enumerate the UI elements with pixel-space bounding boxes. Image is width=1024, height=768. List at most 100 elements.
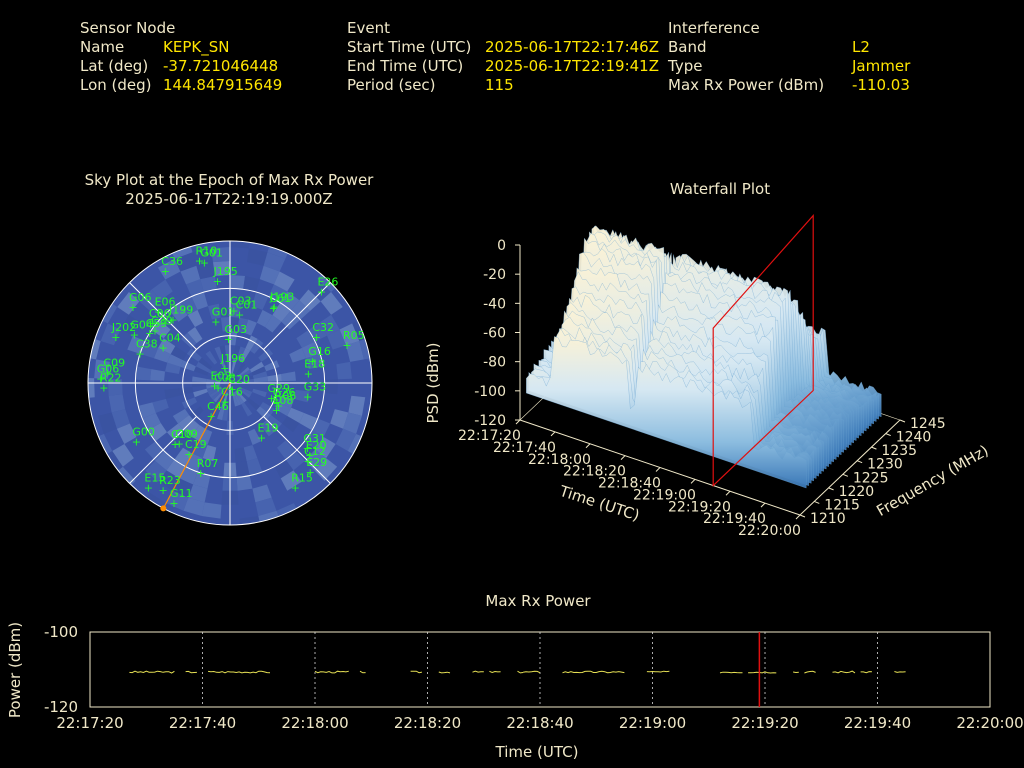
- sky-sector: [222, 476, 238, 491]
- satellite-marker: +: [206, 410, 215, 423]
- power-trace-segment: [129, 670, 175, 674]
- sky-sector: [192, 248, 214, 266]
- freq-tick-label: 1245: [910, 416, 946, 432]
- sky-sector: [281, 310, 300, 330]
- sky-sector: [153, 347, 171, 363]
- freq-tick-label: 1210: [810, 511, 846, 527]
- sky-sector: [296, 330, 315, 348]
- power-x-tick-label: 22:20:00: [956, 714, 1023, 732]
- sky-sector: [272, 303, 291, 322]
- waterfall-strip: [548, 267, 829, 467]
- sky-sector: [359, 336, 372, 360]
- interference-type-label: Type: [668, 57, 703, 75]
- sky-sector: [260, 420, 276, 437]
- sky-plot-title: Sky Plot at the Epoch of Max Rx Power: [84, 171, 374, 189]
- sky-sector: [199, 428, 213, 446]
- power-trace-segment: [748, 671, 777, 674]
- satellite-label: C39: [151, 315, 173, 328]
- sky-sector: [287, 407, 305, 423]
- satellite-label: R06: [275, 390, 297, 403]
- sky-sector: [306, 353, 323, 370]
- sky-sector: [238, 369, 252, 379]
- time-tick: [620, 455, 626, 460]
- satellite-marker: +: [257, 432, 266, 445]
- sky-sector: [220, 359, 228, 374]
- satellite-label: C03: [230, 295, 252, 308]
- time-tick-label: 22:18:20: [563, 464, 626, 480]
- z-tick-label: 0: [497, 238, 506, 254]
- time-tick-label: 22:19:20: [668, 499, 731, 515]
- satellite-marker: +: [235, 308, 244, 321]
- freq-tick: [885, 433, 891, 437]
- elevation-ring: [182, 335, 278, 431]
- satellite-label: R15: [291, 471, 313, 484]
- satellite-marker: +: [210, 380, 219, 393]
- sky-sector: [127, 335, 146, 354]
- sky-sector: [336, 361, 352, 380]
- sky-sector: [299, 412, 318, 430]
- waterfall-surface: [526, 225, 882, 489]
- sky-sector: [193, 388, 208, 398]
- power-trace-segment: [523, 670, 541, 674]
- freq-tick: [871, 446, 877, 450]
- waterfall-strip: [591, 263, 872, 427]
- z-tick-label: -100: [474, 384, 506, 400]
- waterfall-epoch-plane: [712, 213, 814, 487]
- satellite-marker: +: [224, 333, 233, 346]
- sky-sector: [206, 382, 221, 386]
- freq-tick-label: 1225: [853, 470, 889, 486]
- sky-sector: [246, 458, 263, 475]
- sky-sector: [323, 379, 338, 395]
- waterfall-strip: [558, 233, 839, 458]
- sky-sector: [192, 376, 207, 383]
- sky-sector: [335, 428, 357, 451]
- waterfall-strip: [533, 316, 814, 482]
- sky-sector: [266, 415, 283, 431]
- z-tick-label: -40: [483, 296, 506, 312]
- sky-sector: [193, 471, 211, 489]
- sky-sector: [209, 388, 223, 398]
- satellite-marker: +: [184, 448, 193, 461]
- satellite-label: J196: [220, 352, 245, 365]
- power-trace-segment: [438, 671, 451, 674]
- sky-sector: [166, 490, 189, 511]
- waterfall-title: Waterfall Plot: [669, 180, 771, 198]
- sky-sector: [233, 345, 241, 360]
- sky-sector: [206, 384, 221, 389]
- sky-sector: [232, 392, 239, 407]
- sky-plot-background: [88, 241, 372, 525]
- sky-sector: [226, 359, 230, 374]
- time-tick: [655, 467, 661, 472]
- satellite-label: J199: [168, 304, 193, 317]
- sky-sector: [247, 428, 261, 446]
- event-block: Event Start Time (UTC) 2025-06-17T22:17:4…: [347, 19, 659, 95]
- sky-sector: [180, 265, 201, 285]
- sky-sector: [196, 262, 215, 280]
- time-tick-label: 22:18:40: [598, 476, 661, 492]
- sky-sector: [280, 470, 302, 491]
- waterfall-freq-axis: [799, 419, 901, 516]
- power-x-tick-label: 22:18:20: [394, 714, 461, 732]
- satellite-label: C08: [214, 371, 236, 384]
- sky-sector: [276, 503, 301, 524]
- power-x-tick-label: 22:18:00: [281, 714, 348, 732]
- sky-sector: [256, 309, 273, 328]
- satellite-label: G06: [129, 291, 152, 304]
- sky-sector: [259, 265, 280, 285]
- waterfall-strip: [598, 266, 879, 420]
- sky-sector: [246, 397, 260, 411]
- waterfall-strip: [543, 286, 824, 472]
- waterfall-strip: [526, 336, 807, 489]
- sky-sector: [136, 366, 152, 381]
- satellite-marker: +: [229, 305, 238, 318]
- sky-sector: [168, 241, 193, 259]
- interference-band-label: Band: [668, 38, 707, 56]
- sky-sector: [301, 341, 320, 359]
- sky-sector: [253, 376, 268, 383]
- power-trace-segment: [860, 671, 872, 674]
- power-trace-segment: [646, 670, 670, 673]
- satellite-label: R10: [195, 245, 217, 258]
- sky-sector: [352, 317, 372, 341]
- sky-sector: [243, 276, 260, 293]
